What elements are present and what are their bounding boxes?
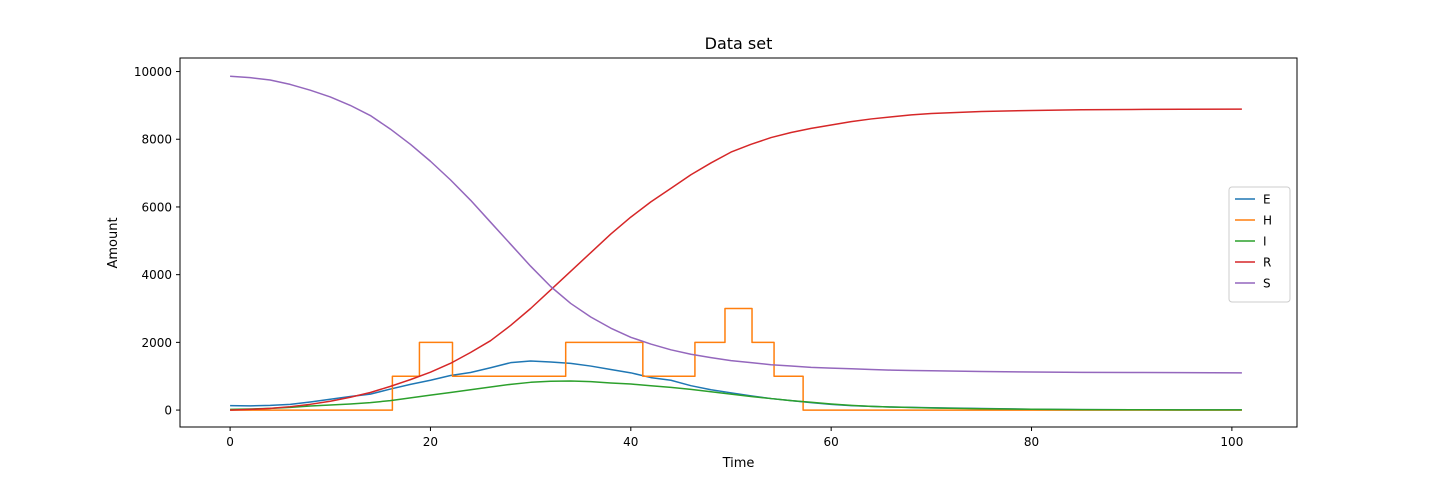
legend-label-r: R	[1263, 256, 1271, 270]
chart-title: Data set	[705, 34, 773, 53]
x-axis-label: Time	[722, 456, 755, 471]
legend-label-e: E	[1263, 193, 1271, 207]
series-line-e	[230, 360, 1242, 411]
x-tick-label: 60	[824, 435, 839, 449]
y-tick-label: 4000	[141, 268, 172, 282]
plot-frame	[179, 57, 1298, 428]
x-tick-label: 40	[623, 435, 638, 449]
x-tick-label: 80	[1024, 435, 1039, 449]
series-line-r	[230, 108, 1242, 411]
x-tick-label: 0	[226, 435, 234, 449]
y-axis: 0 2000 4000 6000 8000 10000	[134, 65, 180, 418]
y-tick-label: 10000	[134, 65, 172, 79]
series-line-i	[230, 380, 1242, 411]
legend-label-i: I	[1263, 235, 1267, 249]
legend-label-s: S	[1263, 277, 1271, 291]
x-tick-label: 100	[1220, 435, 1243, 449]
series-line-s	[230, 75, 1242, 374]
legend-box	[1228, 186, 1291, 303]
y-tick-label: 0	[164, 404, 172, 418]
y-tick-label: 2000	[141, 336, 172, 350]
series-line-h	[230, 307, 1242, 411]
x-tick-label: 20	[423, 435, 438, 449]
y-tick-label: 8000	[141, 133, 172, 147]
y-tick-label: 6000	[141, 200, 172, 214]
y-axis-label: Amount	[106, 217, 121, 268]
legend-label-h: H	[1263, 214, 1272, 228]
x-axis: 0 20 40 60 80 100	[226, 427, 1243, 449]
